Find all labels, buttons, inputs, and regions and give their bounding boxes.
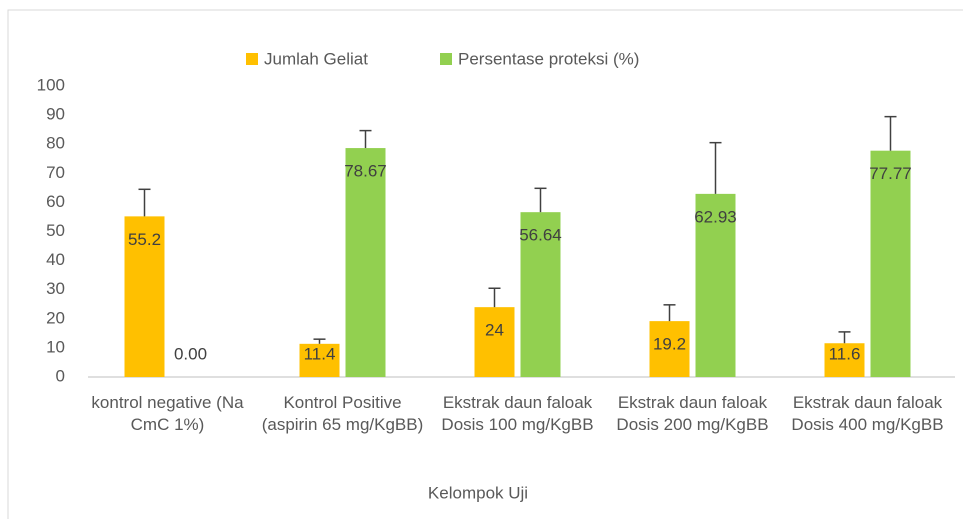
y-tick-label: 70 xyxy=(46,163,65,182)
data-label: 24 xyxy=(485,321,504,340)
x-tick-label: Ekstrak daun faloak Dosis 200 mg/KgBB xyxy=(616,393,769,434)
y-tick-label: 0 xyxy=(56,366,65,385)
bar xyxy=(520,212,561,377)
bar xyxy=(345,148,386,377)
x-tick-label: Ekstrak daun faloak Dosis 400 mg/KgBB xyxy=(791,393,944,434)
chart-border xyxy=(7,9,963,519)
bar xyxy=(695,193,736,377)
y-tick-label: 10 xyxy=(46,337,65,356)
data-label: 11.6 xyxy=(829,344,861,363)
y-tick-label: 100 xyxy=(37,75,65,94)
data-label: 62.93 xyxy=(694,207,737,226)
x-tick-label: Kontrol Positive (aspirin 65 mg/KgBB) xyxy=(261,393,424,434)
y-tick-label: 50 xyxy=(46,221,65,240)
legend-label: Jumlah Geliat xyxy=(264,49,368,68)
bar xyxy=(824,343,865,377)
data-label: 19.2 xyxy=(653,335,686,354)
x-axis-title: Kelompok Uji xyxy=(428,483,528,502)
y-tick-label: 90 xyxy=(46,105,65,124)
y-tick-label: 20 xyxy=(46,308,65,327)
legend-swatch xyxy=(440,53,452,65)
legend-swatch xyxy=(246,53,258,65)
data-label: 11.4 xyxy=(304,344,336,363)
y-tick-label: 40 xyxy=(46,250,65,269)
data-label: 77.77 xyxy=(869,164,912,183)
bar xyxy=(474,307,515,377)
data-label: 55.2 xyxy=(128,230,161,249)
data-label: 78.67 xyxy=(344,162,387,181)
data-label: 56.64 xyxy=(519,226,562,245)
y-tick-label: 60 xyxy=(46,192,65,211)
x-tick-label: kontrol negative (Na CmC 1%) xyxy=(91,393,244,434)
bar xyxy=(124,216,165,377)
data-label: 0.00 xyxy=(174,344,207,363)
y-tick-label: 30 xyxy=(46,279,65,298)
y-tick-label: 80 xyxy=(46,134,65,153)
bar xyxy=(870,150,911,377)
legend-label: Persentase proteksi (%) xyxy=(458,49,639,68)
bar xyxy=(299,343,340,377)
bar xyxy=(649,321,690,377)
x-tick-label: Ekstrak daun faloak Dosis 100 mg/KgBB xyxy=(441,393,594,434)
